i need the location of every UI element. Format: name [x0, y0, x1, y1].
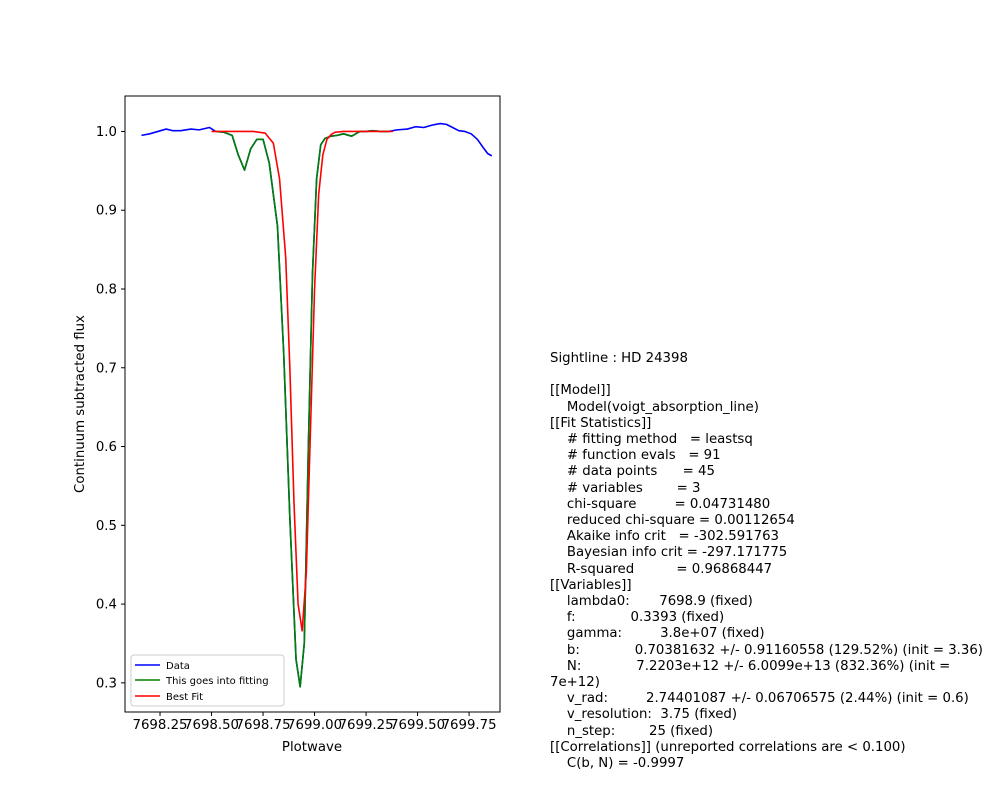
- y-axis-label: Continuum subtracted flux: [73, 315, 88, 493]
- legend-label-data: Data: [166, 661, 190, 672]
- fitting-method: # fitting method = leastsq: [550, 432, 753, 447]
- r-squared: R-squared = 0.96868447: [550, 561, 773, 577]
- y-tick-label: 0.7: [96, 361, 117, 376]
- legend-label-fitting: This goes into fitting: [165, 676, 269, 687]
- fit-statistics-header: [[Fit Statistics]]: [550, 415, 652, 431]
- var-v-rad: v_rad: 2.74401087 +/- 0.06706575 (2.44%)…: [550, 691, 969, 707]
- x-tick-label: 7699.25: [339, 718, 394, 733]
- var-n: N: 7.2203e+12 +/- 6.0099e+13 (832.36%) (…: [550, 658, 955, 691]
- x-tick-label: 7699.00: [287, 718, 342, 733]
- y-tick-label: 0.5: [96, 519, 117, 534]
- function-evals: # function evals = 91: [550, 448, 721, 464]
- akaike-info: Akaike info crit = -302.591763: [550, 529, 780, 545]
- var-gamma: gamma: 3.8e+07 (fixed): [550, 626, 765, 642]
- var-f: f: 0.3393 (fixed): [550, 610, 725, 626]
- model-name: Model(voigt_absorption_line): [550, 399, 759, 415]
- y-tick-label: 1.0: [96, 125, 117, 140]
- reduced-chi-square: reduced chi-square = 0.00112654: [550, 513, 795, 529]
- correlation-b-n: C(b, N) = -0.9997: [550, 756, 685, 772]
- var-v-resolution: v_resolution: 3.75 (fixed): [550, 707, 738, 723]
- x-tick-label: 7699.50: [390, 718, 445, 733]
- series-line-best-fit: [211, 130, 393, 632]
- variables-header: [[Variables]]: [550, 577, 632, 593]
- bayesian-info: Bayesian info crit = -297.171775: [550, 545, 788, 561]
- chi-square: chi-square = 0.04731480: [550, 496, 771, 512]
- model-header: [[Model]]: [550, 383, 611, 399]
- y-tick-label: 0.8: [96, 282, 117, 297]
- legend-box: [130, 654, 285, 707]
- y-tick-label: 0.4: [96, 598, 117, 613]
- x-tick-label: 7698.75: [236, 718, 291, 733]
- sightline-label: Sightline : HD 24398: [550, 351, 688, 366]
- legend: Data This goes into fitting Best Fit: [130, 654, 285, 707]
- var-lambda0: lambda0: 7698.9 (fixed): [550, 594, 753, 610]
- x-tick-label: 7698.50: [184, 718, 239, 733]
- report-spacer: [550, 367, 990, 383]
- x-axis-label: Plotwave: [282, 740, 342, 755]
- var-n-step: n_step: 25 (fixed): [550, 723, 714, 739]
- y-tick-label: 0.9: [96, 204, 117, 219]
- data-points: # data points = 45: [550, 464, 715, 480]
- fit-report: Sightline : HD 24398 [[Model]] Model(voi…: [550, 351, 990, 772]
- correlations-header: [[Correlations]] (unreported correlation…: [550, 739, 906, 755]
- x-tick-label: 7699.75: [442, 718, 497, 733]
- y-tick-label: 0.3: [96, 676, 117, 691]
- legend-label-best-fit: Best Fit: [166, 692, 203, 703]
- plot-frame: [124, 95, 501, 713]
- variables-count: # variables = 3: [550, 480, 701, 496]
- series-line-data: [141, 122, 493, 688]
- x-tick-label: 7698.25: [133, 718, 188, 733]
- var-b: b: 0.70381632 +/- 0.91160558 (129.52%) (…: [550, 642, 983, 658]
- y-tick-label: 0.6: [96, 440, 117, 455]
- series-line-fitting-input: [215, 129, 389, 688]
